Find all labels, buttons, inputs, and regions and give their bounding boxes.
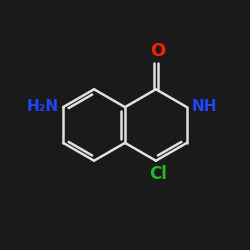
Text: NH: NH <box>192 98 217 114</box>
Text: Cl: Cl <box>149 165 167 183</box>
Text: H₂N: H₂N <box>26 98 58 114</box>
Text: O: O <box>150 42 165 60</box>
